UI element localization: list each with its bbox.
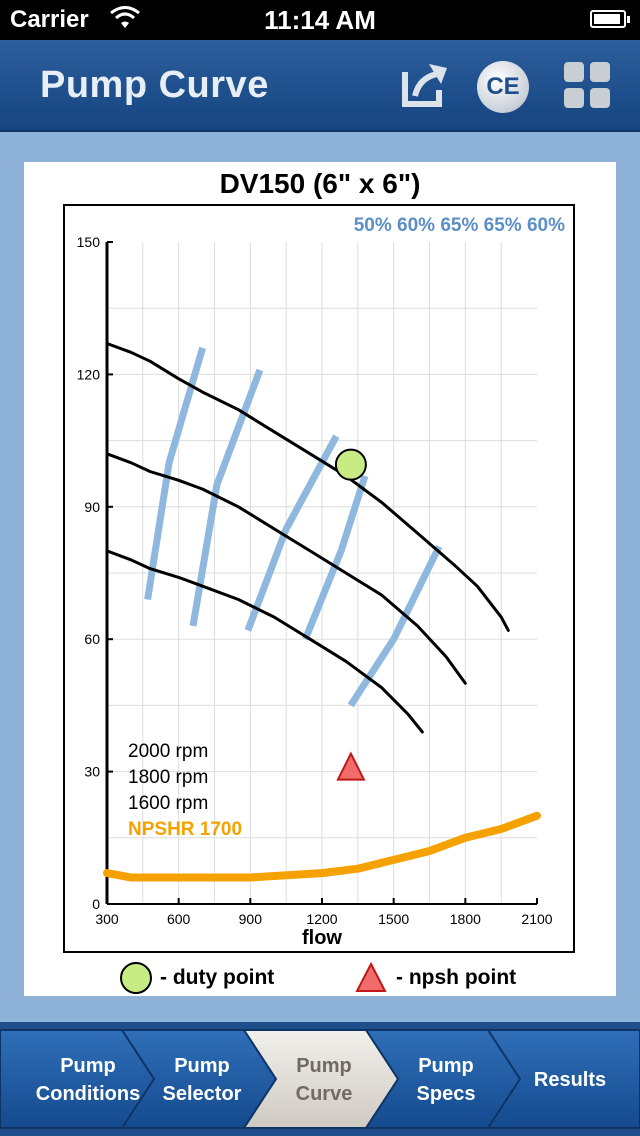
npsh-legend: - npsh point: [354, 958, 516, 998]
pump-curve-chart: 300 600 900 1200 1500 1800 2100 0 30 60 90 120 150 fl…: [63, 204, 575, 953]
workflow-tabs-svg: Pump Conditions Pump Selector Pump Curve Pump S…: [0, 1022, 640, 1136]
share-icon: [401, 62, 449, 113]
x-tick-label: 1800: [450, 911, 481, 927]
y-tick-label: 150: [77, 234, 101, 250]
tab-pump-selector-line1: Pump: [174, 1055, 230, 1077]
chart-frame: [63, 204, 575, 953]
battery-icon: [590, 10, 630, 28]
grid-icon: [563, 61, 611, 114]
workflow-tab-bar: Pump Conditions Pump Selector Pump Curve Pump S…: [0, 1022, 640, 1136]
y-tick-label: 0: [92, 896, 100, 912]
tab-results[interactable]: [486, 1029, 640, 1129]
rpm-curve-1: [105, 342, 510, 632]
efficiency-line-3: [244, 434, 340, 632]
rpm-curve-2: [105, 452, 467, 685]
tab-pump-selector-line2: Selector: [163, 1083, 242, 1105]
nav-bar: Pump Curve CE: [0, 40, 640, 132]
efficiency-line-2: [189, 368, 264, 627]
legend-entry: 1600 rpm: [128, 793, 208, 814]
efficiency-labels: 50% 60% 65% 65% 60%: [354, 215, 565, 236]
x-tick-label: 300: [95, 911, 119, 927]
tab-pump-specs-line1: Pump: [418, 1055, 474, 1077]
y-tick-label: 60: [84, 631, 100, 647]
legend-entry: 1800 rpm: [128, 767, 208, 788]
tab-pump-specs-line2: Specs: [417, 1083, 476, 1105]
duty-point-marker: [334, 448, 367, 481]
efficiency-line-5: [347, 544, 443, 708]
tab-pump-curve-line1: Pump: [296, 1055, 352, 1077]
efficiency-line-4: [302, 474, 369, 641]
x-tick-label: 900: [239, 911, 263, 927]
duty-legend: - duty point: [118, 958, 274, 998]
x-tick-label: 1500: [378, 911, 409, 927]
npshr-curve: [103, 811, 541, 882]
tab-results-line1: Results: [534, 1069, 606, 1091]
rpm-curve-3: [105, 549, 424, 734]
y-tick-label: 30: [84, 764, 100, 780]
status-time: 11:14 AM: [264, 5, 376, 35]
duty-point-icon: [120, 962, 152, 994]
npsh-legend-label: - npsh point: [396, 966, 517, 989]
tab-pump-conditions-line2: Conditions: [36, 1083, 140, 1105]
y-tick-label: 120: [77, 366, 101, 382]
npsh-point-marker: [336, 751, 366, 781]
share-button[interactable]: [398, 60, 452, 114]
carrier-label: Carrier: [10, 6, 89, 33]
wifi-icon: [110, 6, 140, 35]
legend-entry: 2000 rpm: [128, 741, 208, 762]
page-title: Pump Curve: [40, 64, 269, 106]
tab-pump-curve-line2: Curve: [296, 1083, 353, 1105]
y-tick-label: 90: [84, 499, 100, 515]
legend-entry: NPSHR 1700: [128, 819, 242, 840]
chart-card: [24, 162, 616, 996]
ce-button[interactable]: CE: [476, 60, 530, 114]
ce-label: CE: [477, 61, 529, 113]
x-axis-label: flow: [302, 927, 342, 949]
x-tick-label: 1200: [306, 911, 337, 927]
x-tick-label: 2100: [521, 911, 552, 927]
chart-title: DV150 (6" x 6"): [219, 168, 421, 199]
menu-grid-button[interactable]: [560, 60, 614, 114]
duty-legend-label: - duty point: [160, 966, 275, 989]
x-tick-label: 600: [167, 911, 191, 927]
tab-pump-conditions-line1: Pump: [60, 1055, 116, 1077]
npsh-point-icon: [355, 961, 387, 992]
status-bar: Carrier 11:14 AM: [0, 0, 640, 40]
